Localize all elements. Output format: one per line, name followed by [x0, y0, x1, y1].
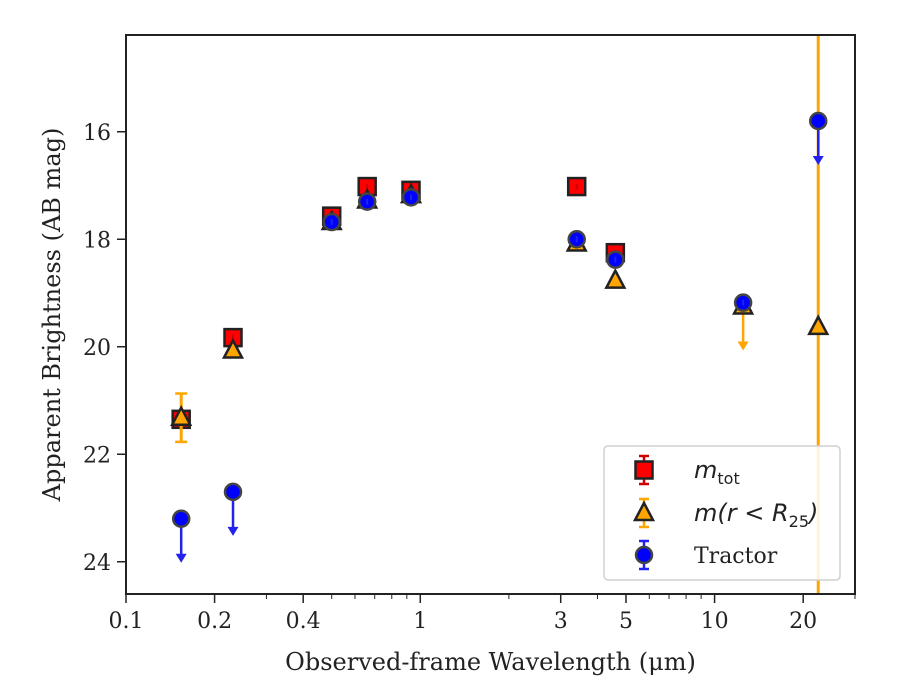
x-tick-label: 0.2 [197, 609, 232, 634]
series-square [171, 176, 626, 430]
data-point [221, 337, 245, 359]
data-point [567, 230, 586, 249]
legend-marker-square [634, 460, 654, 480]
legend-item: mtot [634, 454, 740, 488]
plot-area [170, 35, 830, 594]
x-tick-label: 5 [619, 609, 633, 634]
circle-marker [808, 111, 828, 131]
circle-marker [223, 482, 243, 502]
y-tick-label: 24 [83, 551, 111, 576]
upper-limit-arrowhead [737, 341, 749, 351]
data-point [604, 267, 627, 289]
y-axis: 16 18 20 22 24 [83, 121, 126, 576]
legend-item: Tractor [634, 539, 778, 571]
legend-label: Tractor [694, 544, 778, 569]
y-tick-label: 18 [83, 228, 111, 253]
upper-limit-arrowhead [812, 156, 824, 165]
x-tick-label: 0.4 [286, 609, 321, 634]
legend-item: m(r < R25) [632, 497, 818, 531]
series-circle [171, 111, 828, 563]
x-tick-label: 1 [413, 609, 427, 634]
x-axis-title: Observed-frame Wavelength (μm) [285, 648, 696, 676]
x-tick-label: 0.1 [109, 609, 144, 634]
data-point [566, 176, 587, 197]
triangle-marker [170, 405, 193, 426]
x-tick-label: 3 [554, 609, 568, 634]
circle-marker [171, 509, 191, 528]
data-point [733, 293, 753, 312]
data-point [170, 392, 193, 444]
plot-frame [125, 34, 856, 595]
data-point [223, 482, 243, 536]
x-tick-label: 20 [789, 609, 817, 634]
legend-label: mtot [694, 456, 740, 488]
x-tick-label: 10 [701, 609, 729, 634]
legend-marker-circle [634, 545, 654, 565]
upper-limit-arrowhead [227, 526, 239, 536]
legend-box [603, 445, 841, 581]
y-tick-label: 22 [83, 443, 111, 468]
data-point [808, 111, 828, 165]
data-point [357, 192, 377, 211]
y-tick-label: 16 [83, 121, 111, 146]
legend-label: m(r < R25) [694, 499, 818, 531]
x-axis: 0.1 0.2 0.4 1 3 5 10 20 [109, 594, 856, 634]
legend: mtot m(r < R25) Tractor [603, 445, 841, 581]
data-point [171, 509, 191, 563]
data-point [401, 188, 421, 207]
triangle-marker [807, 314, 830, 336]
legend-marker-triangle [632, 500, 656, 522]
upper-limit-arrowhead [175, 553, 187, 563]
y-tick-label: 20 [83, 336, 111, 361]
y-axis-title: Apparent Brightness (AB mag) [38, 128, 66, 503]
data-point [322, 212, 341, 232]
data-point [606, 250, 625, 269]
